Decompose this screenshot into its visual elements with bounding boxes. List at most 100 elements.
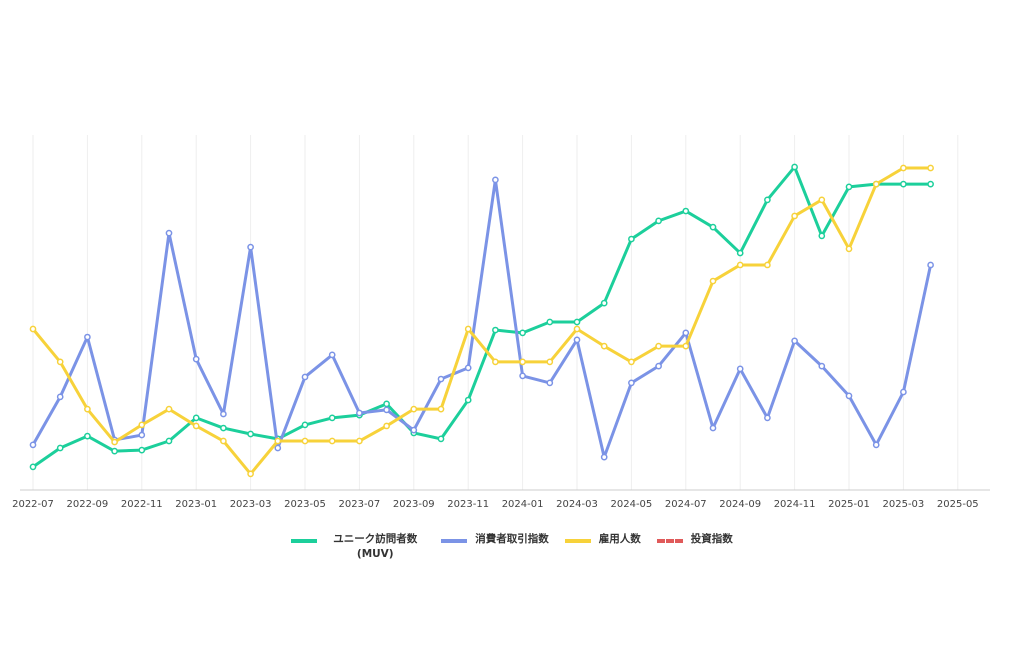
data-point (682, 329, 690, 337)
data-point (301, 373, 309, 381)
data-point (138, 421, 146, 429)
data-point (328, 437, 336, 445)
data-point (546, 379, 554, 387)
data-point (546, 318, 554, 326)
series-line (32, 165, 931, 469)
data-point (791, 212, 798, 220)
legend-item[interactable]: ユニーク訪問者数 (MUV) (291, 532, 425, 562)
data-point (900, 388, 907, 396)
data-point (356, 437, 363, 445)
data-point (220, 437, 227, 445)
legend-label: 雇用人数 (598, 533, 641, 545)
data-point (383, 400, 390, 408)
data-point (845, 183, 853, 191)
data-point (29, 325, 37, 333)
data-point (328, 351, 336, 359)
data-point (247, 470, 254, 478)
data-point (818, 196, 826, 204)
data-point (192, 422, 200, 430)
x-tick-label: 2024-03 (556, 499, 598, 510)
data-point (682, 207, 690, 215)
x-tick-label: 2025-03 (883, 499, 925, 510)
data-point (791, 337, 798, 345)
data-point (111, 438, 118, 446)
data-point (383, 422, 390, 430)
x-tick-label: 2023-03 (230, 499, 272, 510)
data-point (274, 444, 282, 452)
data-point (56, 444, 64, 452)
x-tick-label: 2025-05 (937, 499, 979, 510)
series-line (31, 166, 931, 476)
x-tick-label: 2024-01 (502, 499, 544, 510)
data-point (709, 277, 717, 285)
data-point (764, 196, 771, 204)
data-point (600, 453, 608, 461)
data-point (111, 447, 118, 455)
data-point (655, 217, 662, 225)
legend-label: 投資指数 (690, 533, 733, 545)
legend: ユニーク訪問者数 (MUV) 消費者取引指数 雇用人数 投資指数 (0, 532, 1024, 562)
data-point (84, 333, 91, 341)
data-point (383, 406, 390, 414)
data-point (845, 392, 853, 400)
data-point (492, 326, 499, 334)
legend-item[interactable]: 消費者取引指数 (441, 532, 549, 562)
data-point (328, 414, 336, 422)
data-point (573, 318, 581, 326)
data-point (492, 358, 499, 366)
data-point (220, 410, 227, 418)
data-point (464, 396, 472, 404)
x-tick-label: 2024-09 (719, 499, 761, 510)
data-point (274, 437, 282, 445)
data-point (165, 405, 173, 413)
data-point (900, 164, 907, 172)
data-point (356, 409, 363, 417)
x-tick-label: 2024-11 (774, 499, 816, 510)
data-point (655, 362, 662, 370)
x-tick-label: 2023-09 (393, 499, 435, 510)
data-point (464, 364, 472, 372)
data-point (56, 393, 64, 401)
legend-swatch (291, 539, 318, 543)
data-point (682, 342, 690, 350)
data-point (818, 232, 826, 240)
x-tick-label: 2023-05 (284, 499, 326, 510)
x-tick-label: 2022-07 (12, 499, 54, 510)
data-point (410, 426, 418, 434)
data-point (546, 358, 554, 366)
data-point (220, 424, 227, 432)
data-point (764, 261, 771, 269)
data-point (818, 362, 826, 370)
data-point (764, 414, 771, 422)
x-tick-label: 2022-11 (121, 499, 163, 510)
data-point (736, 261, 744, 269)
chart: 2022-07 2022-09 2022-11 2023-01 2023-03 2023-… (12, 135, 990, 510)
legend-label: 消費者取引指数 (475, 533, 549, 545)
data-point (573, 325, 581, 333)
legend-item[interactable]: 投資指数 (656, 532, 733, 562)
data-point (736, 249, 744, 257)
x-tick-label: 2023-11 (447, 499, 489, 510)
data-point (628, 358, 635, 366)
data-point (709, 424, 717, 432)
legend-swatch (564, 539, 591, 543)
x-tick-label: 2023-01 (175, 499, 217, 510)
data-point (56, 358, 64, 366)
x-tick-label: 2025-01 (828, 499, 870, 510)
data-point (437, 375, 445, 383)
legend-item[interactable]: 雇用人数 (564, 532, 641, 562)
data-point (192, 355, 200, 363)
legend-swatch (656, 539, 683, 543)
data-point (791, 163, 798, 171)
data-point (709, 223, 717, 231)
data-point (628, 235, 635, 243)
x-tick-label: 2024-07 (665, 499, 707, 510)
data-point (573, 336, 581, 344)
data-point (736, 365, 744, 373)
data-point (138, 446, 146, 454)
x-tick-label: 2023-07 (339, 499, 381, 510)
data-point (872, 441, 880, 449)
data-point (301, 437, 309, 445)
data-point (410, 405, 418, 413)
